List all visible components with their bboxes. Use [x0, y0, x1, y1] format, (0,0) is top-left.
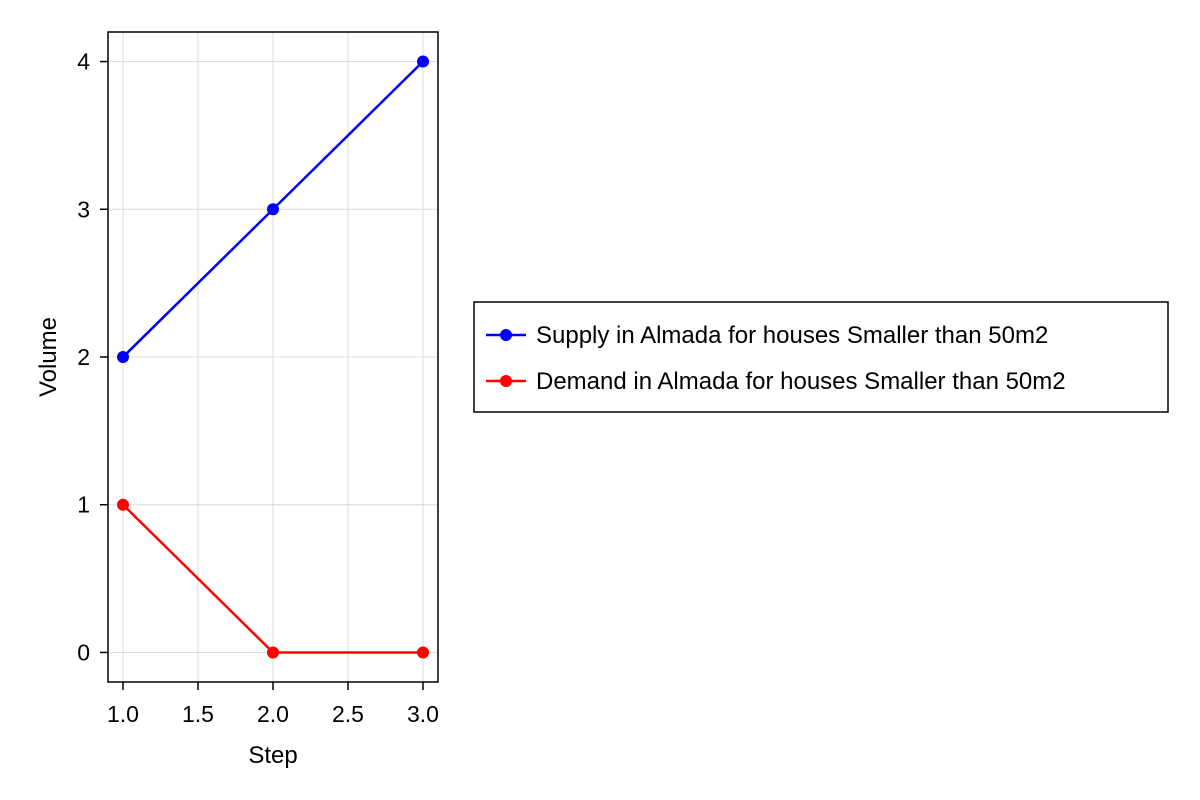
y-tick-label: 2: [77, 344, 90, 370]
x-axis-ticks: 1.0 1.5 2.0 2.5 3.0: [107, 682, 439, 727]
data-point-series-2: [417, 646, 429, 659]
x-tick-label: 2.0: [257, 701, 289, 727]
x-tick-label: 3.0: [407, 701, 439, 727]
y-axis-title: Volume: [35, 317, 62, 397]
data-point-series-1: [417, 55, 429, 68]
data-point-series-1: [267, 203, 279, 216]
legend-label: Demand in Almada for houses Smaller than…: [536, 368, 1066, 395]
y-tick-label: 3: [77, 196, 90, 222]
y-tick-label: 0: [77, 639, 90, 665]
grid-lines: [108, 32, 438, 682]
series-points: [117, 55, 429, 659]
y-tick-label: 4: [77, 49, 90, 75]
legend-label: Supply in Almada for houses Smaller than…: [536, 322, 1048, 349]
y-axis-ticks: 0 1 2 3 4: [77, 49, 108, 665]
x-tick-label: 1.5: [182, 701, 214, 727]
x-tick-label: 2.5: [332, 701, 364, 727]
x-axis-title: Step: [248, 742, 297, 769]
legend-swatch-marker: [500, 375, 512, 387]
y-tick-label: 1: [77, 492, 90, 518]
x-tick-label: 1.0: [107, 701, 139, 727]
legend: Supply in Almada for houses Smaller than…: [473, 301, 1169, 413]
data-point-series-2: [117, 498, 129, 511]
legend-swatch-marker: [500, 329, 512, 341]
data-point-series-2: [267, 646, 279, 659]
legend-box: [473, 301, 1169, 413]
data-point-series-1: [117, 351, 129, 363]
